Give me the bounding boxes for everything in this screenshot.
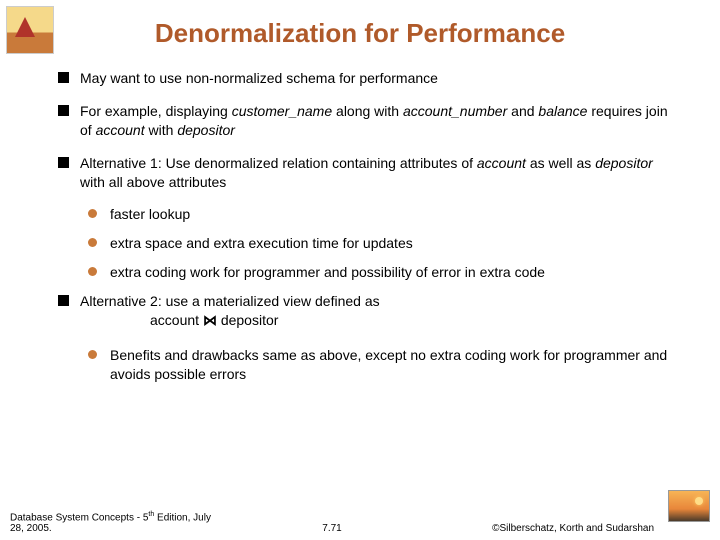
bullet-text: depositor: [217, 312, 278, 328]
italic-term: account: [477, 155, 526, 171]
bullet-text: with all above attributes: [80, 174, 226, 190]
italic-term: depositor: [177, 122, 235, 138]
logo-bottom-sunset: [668, 490, 710, 522]
slide-content: May want to use non-normalized schema fo…: [0, 69, 720, 384]
sub-bullet-item: faster lookup: [88, 205, 680, 224]
bullet-item: Alternative 1: Use denormalized relation…: [58, 154, 680, 192]
italic-term: depositor: [595, 155, 653, 171]
bullet-text: with: [145, 122, 178, 138]
italic-term: customer_name: [232, 103, 332, 119]
sub-bullet-item: extra space and extra execution time for…: [88, 234, 680, 253]
logo-top-sailboat: [6, 6, 54, 54]
bullet-text: as well as: [526, 155, 595, 171]
slide-footer: Database System Concepts - 5th Edition, …: [0, 511, 720, 534]
bullet-text: Alternative 2: use a materialized view d…: [80, 293, 380, 309]
slide-title: Denormalization for Performance: [0, 0, 720, 69]
footer-right: ©Silberschatz, Korth and Sudarshan: [439, 523, 710, 534]
footer-left: Database System Concepts - 5th Edition, …: [10, 511, 225, 534]
sub-bullet-item: extra coding work for programmer and pos…: [88, 263, 680, 282]
bullet-text: Benefits and drawbacks same as above, ex…: [110, 347, 667, 382]
bullet-text: account: [150, 312, 203, 328]
italic-term: account: [96, 122, 145, 138]
bullet-text: extra space and extra execution time for…: [110, 235, 413, 251]
footer-text: Database System Concepts - 5: [10, 512, 148, 523]
bullet-text: Alternative 1: Use denormalized relation…: [80, 155, 477, 171]
bullet-text: extra coding work for programmer and pos…: [110, 264, 545, 280]
bullet-text: May want to use non-normalized schema fo…: [80, 70, 438, 86]
italic-term: account_number: [403, 103, 507, 119]
italic-term: balance: [538, 103, 587, 119]
bullet-text: and: [507, 103, 538, 119]
sub-bullet-item: Benefits and drawbacks same as above, ex…: [88, 346, 680, 384]
indented-line: account ⋈ depositor: [80, 311, 680, 332]
bullet-text: along with: [332, 103, 403, 119]
bullet-text: faster lookup: [110, 206, 190, 222]
bullet-item: May want to use non-normalized schema fo…: [58, 69, 680, 88]
bullet-text: For example, displaying: [80, 103, 232, 119]
join-icon: ⋈: [203, 314, 217, 329]
footer-center: 7.71: [225, 523, 440, 534]
bullet-item: For example, displaying customer_name al…: [58, 102, 680, 140]
bullet-item: Alternative 2: use a materialized view d…: [58, 292, 680, 332]
